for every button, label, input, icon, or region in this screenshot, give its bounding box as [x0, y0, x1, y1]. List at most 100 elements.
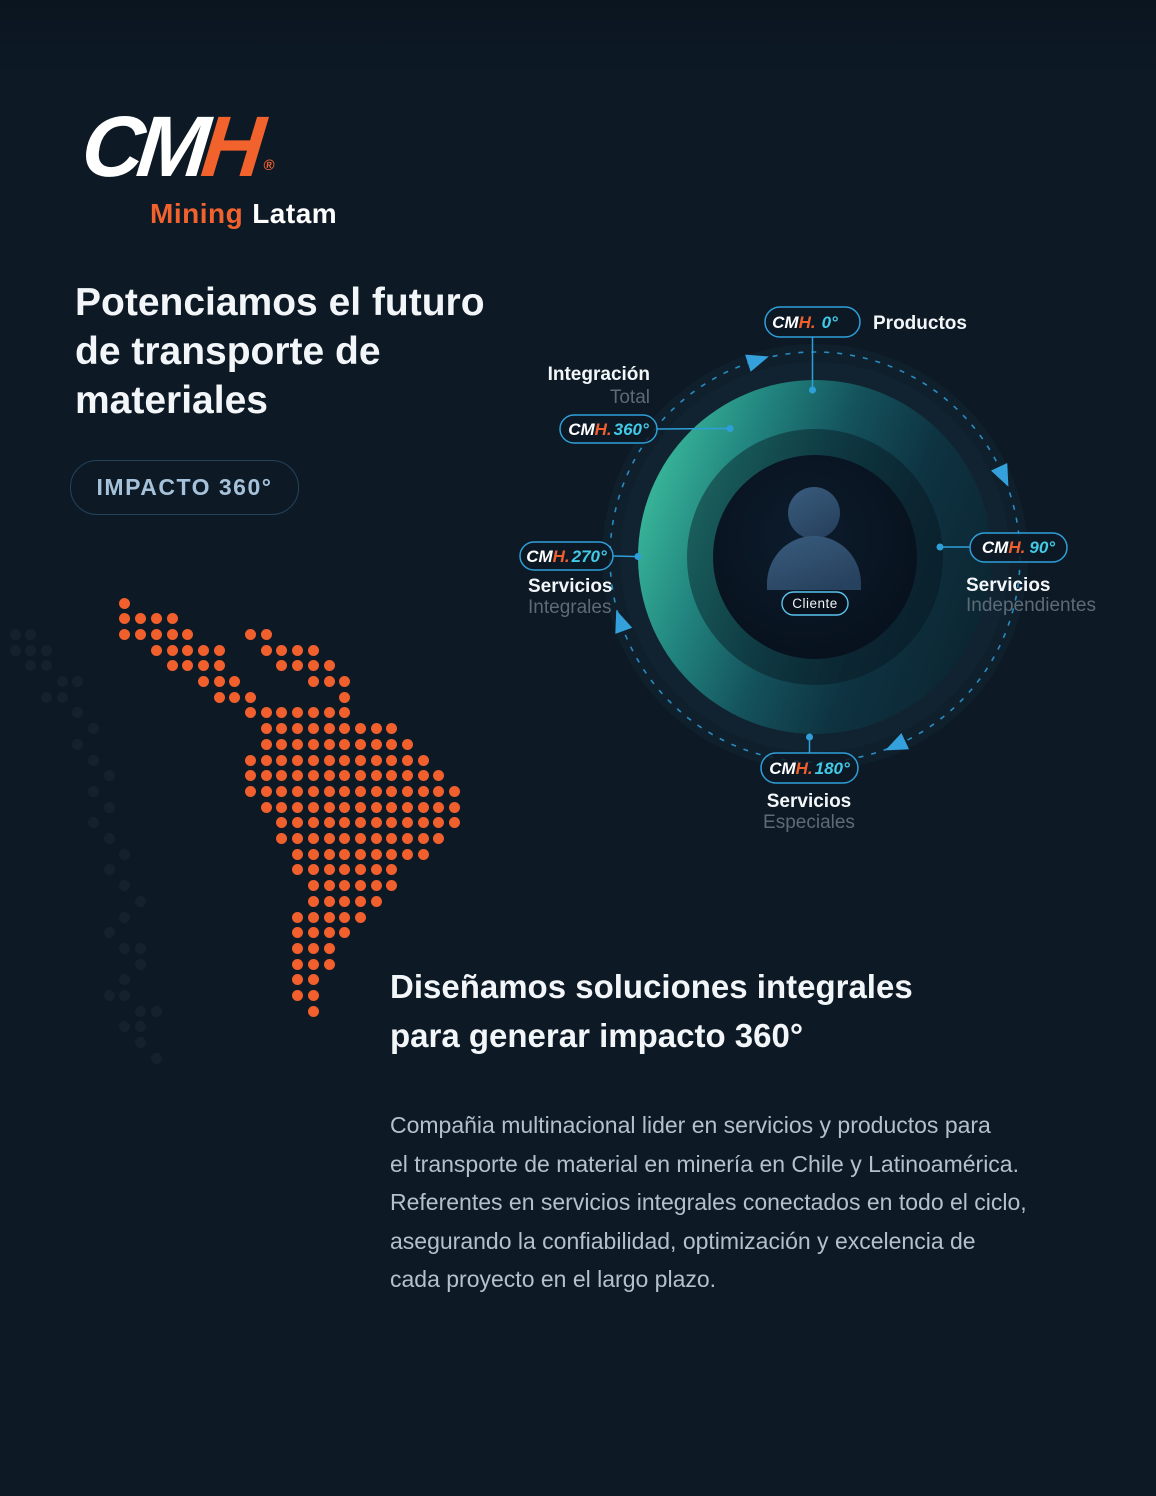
map-dot-faint	[103, 990, 115, 1001]
map-dot	[339, 785, 351, 797]
node-label-servicios-especiales: Servicios	[767, 791, 852, 812]
map-dot	[166, 628, 178, 640]
map-dot	[229, 676, 241, 687]
map-dot	[417, 848, 429, 860]
map-dot	[433, 817, 445, 829]
svg-text:CMH.360°: CMH. 360°	[568, 420, 649, 439]
map-dot	[307, 754, 319, 766]
map-dot	[417, 770, 429, 782]
map-dot	[245, 691, 256, 703]
map-dot	[354, 723, 366, 735]
map-dot	[323, 801, 335, 813]
map-dot	[307, 660, 319, 672]
map-dot-faint	[88, 817, 99, 829]
map-dot	[386, 801, 398, 813]
map-dot	[323, 958, 335, 970]
map-dot-faint	[119, 974, 131, 986]
map-dot	[402, 817, 413, 829]
map-dot-faint	[103, 864, 115, 876]
map-dot	[339, 723, 351, 735]
map-dot	[307, 738, 319, 750]
map-dot	[339, 911, 351, 923]
map-dot	[307, 833, 319, 844]
map-dot	[354, 754, 366, 766]
map-dot	[323, 738, 335, 750]
solutions-title: Diseñamos soluciones integrales para gen…	[390, 968, 913, 1054]
map-dot	[449, 817, 461, 829]
brand-wordmark-h: H	[197, 99, 263, 195]
map-dot	[323, 864, 335, 876]
page-title: Potenciamos el futuro de transporte de m…	[75, 281, 485, 422]
map-dot	[402, 754, 413, 766]
map-dot-faint	[135, 942, 147, 954]
map-dot	[245, 754, 256, 766]
map-dot	[245, 785, 256, 797]
node-label-servicios-independientes: Servicios	[966, 575, 1051, 596]
map-dot	[292, 644, 304, 656]
map-dot	[339, 833, 351, 844]
map-dot-faint	[150, 1052, 162, 1064]
map-dot	[386, 754, 398, 766]
map-dot	[276, 770, 288, 782]
map-dot	[292, 848, 304, 860]
map-dot	[354, 864, 366, 876]
map-dot-faint	[135, 895, 147, 907]
map-dot	[339, 927, 351, 939]
map-dot-faint	[135, 958, 147, 970]
map-dot	[339, 801, 351, 813]
map-dot-faint	[88, 723, 99, 735]
map-dot	[370, 895, 382, 907]
map-dot-faint	[9, 628, 21, 640]
map-dot	[386, 833, 398, 844]
map-dot-faint	[119, 1021, 131, 1033]
map-dot	[213, 644, 225, 656]
map-dot	[119, 628, 131, 640]
map-dot	[292, 660, 304, 672]
map-dot	[307, 785, 319, 797]
map-dot	[433, 785, 445, 797]
map-dot	[339, 676, 351, 687]
map-dot	[402, 801, 413, 813]
map-dot	[354, 801, 366, 813]
client-label: Cliente	[792, 596, 838, 611]
map-dot-faint	[9, 644, 21, 656]
map-dot-faint	[56, 691, 68, 703]
map-dot	[386, 848, 398, 860]
map-dot	[197, 644, 209, 656]
map-dot	[197, 676, 209, 687]
map-dot	[292, 723, 304, 735]
map-dot	[402, 770, 413, 782]
map-dot	[323, 660, 335, 672]
map-dot	[166, 644, 178, 656]
map-dot	[354, 911, 366, 923]
impact-360-badge[interactable]: IMPACTO 360°	[70, 460, 299, 515]
map-dot	[339, 880, 351, 892]
map-dot	[449, 801, 461, 813]
map-dot	[339, 707, 351, 719]
map-dot	[150, 644, 162, 656]
map-dot	[213, 691, 225, 703]
map-dot	[370, 801, 382, 813]
map-dot	[292, 974, 304, 986]
svg-text:CMH.180°: CMH. 180°	[769, 759, 850, 778]
map-dot	[339, 738, 351, 750]
map-dot	[135, 613, 147, 625]
map-dot	[370, 864, 382, 876]
map-dot	[292, 817, 304, 829]
map-dot	[307, 770, 319, 782]
map-dot	[402, 738, 413, 750]
map-dot-faint	[119, 911, 131, 923]
map-dot	[354, 785, 366, 797]
map-dot	[370, 848, 382, 860]
map-dot	[339, 754, 351, 766]
map-dot-faint	[72, 707, 84, 719]
map-dot	[213, 660, 225, 672]
node-pill-90deg: CMH. 90°	[969, 532, 1068, 563]
orbit-arrow-icon	[885, 732, 910, 751]
map-dot-faint	[72, 676, 84, 687]
map-dot	[260, 707, 272, 719]
map-dot-faint	[119, 990, 131, 1001]
node-pill-270deg: CMH. 270°	[519, 541, 614, 571]
map-dot	[260, 644, 272, 656]
map-dot	[276, 754, 288, 766]
